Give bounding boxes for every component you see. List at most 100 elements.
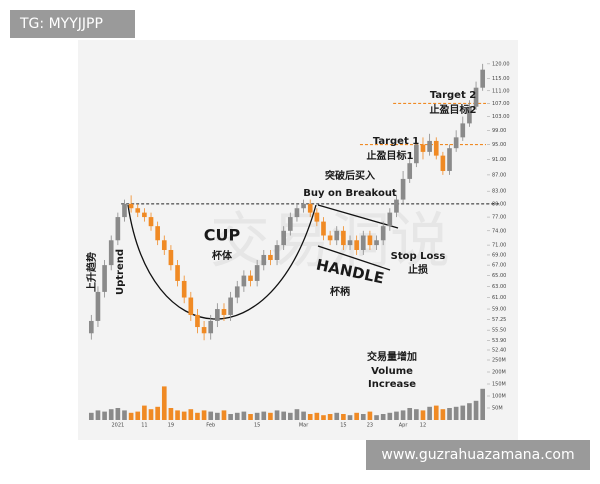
candle-body	[221, 309, 227, 315]
candle-body	[460, 123, 466, 138]
candle-body	[115, 217, 121, 241]
candle-body	[433, 140, 439, 156]
annotation: CUP	[204, 226, 241, 245]
chart-card	[78, 40, 518, 440]
candle-body	[314, 212, 320, 222]
annotation: Buy on Breakout	[303, 188, 397, 199]
volume-bar	[460, 405, 466, 420]
volume-bar	[360, 414, 366, 420]
volume-bar	[314, 412, 320, 420]
candle-body	[281, 230, 287, 246]
y-tick-label: 69.00	[492, 252, 506, 258]
y-tick-label: 120.00	[492, 61, 510, 67]
candle-body	[161, 240, 167, 250]
candle-body	[407, 163, 413, 179]
candle-body	[108, 240, 114, 266]
candle-body	[254, 265, 260, 281]
volume-bar	[433, 405, 439, 420]
candle-body	[453, 137, 459, 149]
annotation: Increase	[368, 379, 416, 390]
volume-bar	[155, 406, 160, 420]
x-tick-label: 2021	[111, 423, 124, 429]
candle-body	[307, 203, 313, 213]
annotation: Target 1	[373, 136, 419, 147]
x-tick-label: 15	[340, 423, 346, 429]
candle-body	[301, 203, 306, 209]
candle-body	[367, 235, 373, 246]
candle-body	[321, 221, 326, 236]
cup-curve	[127, 204, 317, 320]
y-tick-label: 59.00	[492, 307, 506, 313]
volume-bar	[407, 408, 413, 420]
volume-bar	[95, 410, 101, 420]
volume-bar	[215, 412, 220, 420]
y-tick-label: 74.00	[492, 228, 506, 234]
tag-box	[10, 10, 135, 38]
candle-body	[122, 203, 127, 218]
x-tick-label: Apr	[399, 423, 409, 429]
annotation: Stop Loss	[391, 251, 446, 262]
volume-bar	[367, 411, 373, 420]
volume-bar	[287, 412, 293, 420]
candle-body	[261, 254, 267, 266]
candle-body	[268, 254, 273, 261]
volume-bar	[128, 412, 134, 420]
volume-bar	[347, 415, 353, 420]
candle-body	[248, 275, 253, 281]
annotation: Uptrend	[115, 249, 126, 295]
x-tick-label: 23	[367, 423, 373, 429]
volume-bar	[387, 412, 393, 420]
x-tick-label: 11	[141, 423, 147, 429]
y-tick-label: 91.00	[492, 157, 506, 163]
candle-body	[347, 240, 353, 246]
y-tick-label: 71.00	[492, 243, 506, 249]
candle-body	[327, 235, 333, 241]
candle-body	[148, 217, 154, 227]
candle-body	[374, 240, 379, 246]
candle-body	[201, 327, 207, 334]
annotation: Target 2	[430, 90, 476, 101]
volume-bar	[480, 388, 486, 420]
y-tick-label: 53.90	[492, 338, 506, 344]
footer-box	[366, 440, 590, 470]
volume-bar	[108, 409, 114, 420]
volume-bar	[148, 409, 154, 420]
candle-body	[234, 286, 240, 298]
y-tick-label: 83.00	[492, 189, 506, 195]
volume-bar	[261, 411, 267, 420]
volume-bar	[168, 408, 174, 420]
volume-tick-label: 100M	[492, 394, 506, 400]
volume-bar	[201, 410, 207, 420]
y-tick-label: 55.50	[492, 328, 506, 334]
volume-tick-label: 50M	[492, 406, 503, 412]
y-tick-label: 63.00	[492, 284, 506, 290]
volume-bar	[175, 410, 180, 420]
handle-line	[317, 204, 399, 229]
x-tick-label: 12	[420, 423, 426, 429]
candle-body	[360, 235, 366, 250]
candle-body	[241, 275, 247, 287]
candle-body	[181, 280, 187, 298]
candle-body	[341, 230, 346, 246]
candle-body	[155, 226, 160, 241]
annotation: 止盈目标1	[367, 149, 414, 162]
y-tick-label: 111.00	[492, 88, 510, 94]
x-tick-label: 15	[254, 423, 260, 429]
volume-bar	[307, 414, 313, 420]
volume-bar	[248, 414, 253, 420]
candle-body	[168, 249, 174, 266]
volume-bar	[400, 410, 406, 420]
volume-bar	[161, 386, 167, 420]
volume-bar	[115, 408, 121, 420]
candle-body	[387, 212, 393, 227]
candle-body	[274, 245, 280, 261]
volume-tick-label: 150M	[492, 382, 506, 388]
candle-body	[354, 240, 359, 250]
candle-body	[447, 148, 452, 171]
volume-bar	[254, 412, 260, 420]
x-tick-label: Mar	[299, 423, 309, 429]
volume-bar	[208, 411, 214, 420]
candle-body	[88, 320, 94, 334]
volume-bar	[467, 403, 472, 420]
